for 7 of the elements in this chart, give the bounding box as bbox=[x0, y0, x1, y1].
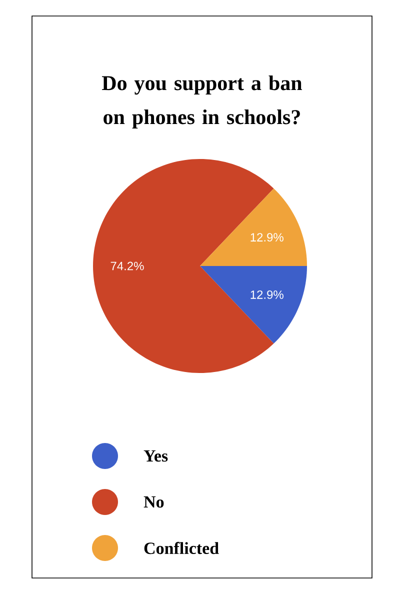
chart-title: Do you support a ban on phones in schools? bbox=[102, 75, 302, 129]
legend-label: Conflicted bbox=[144, 542, 219, 554]
data-label: 74.2% bbox=[110, 262, 144, 270]
data-label: 12.9% bbox=[250, 290, 284, 299]
data-label: 12.9% bbox=[250, 233, 284, 242]
legend-label: No bbox=[144, 496, 164, 508]
legend-label: Yes bbox=[144, 450, 168, 462]
